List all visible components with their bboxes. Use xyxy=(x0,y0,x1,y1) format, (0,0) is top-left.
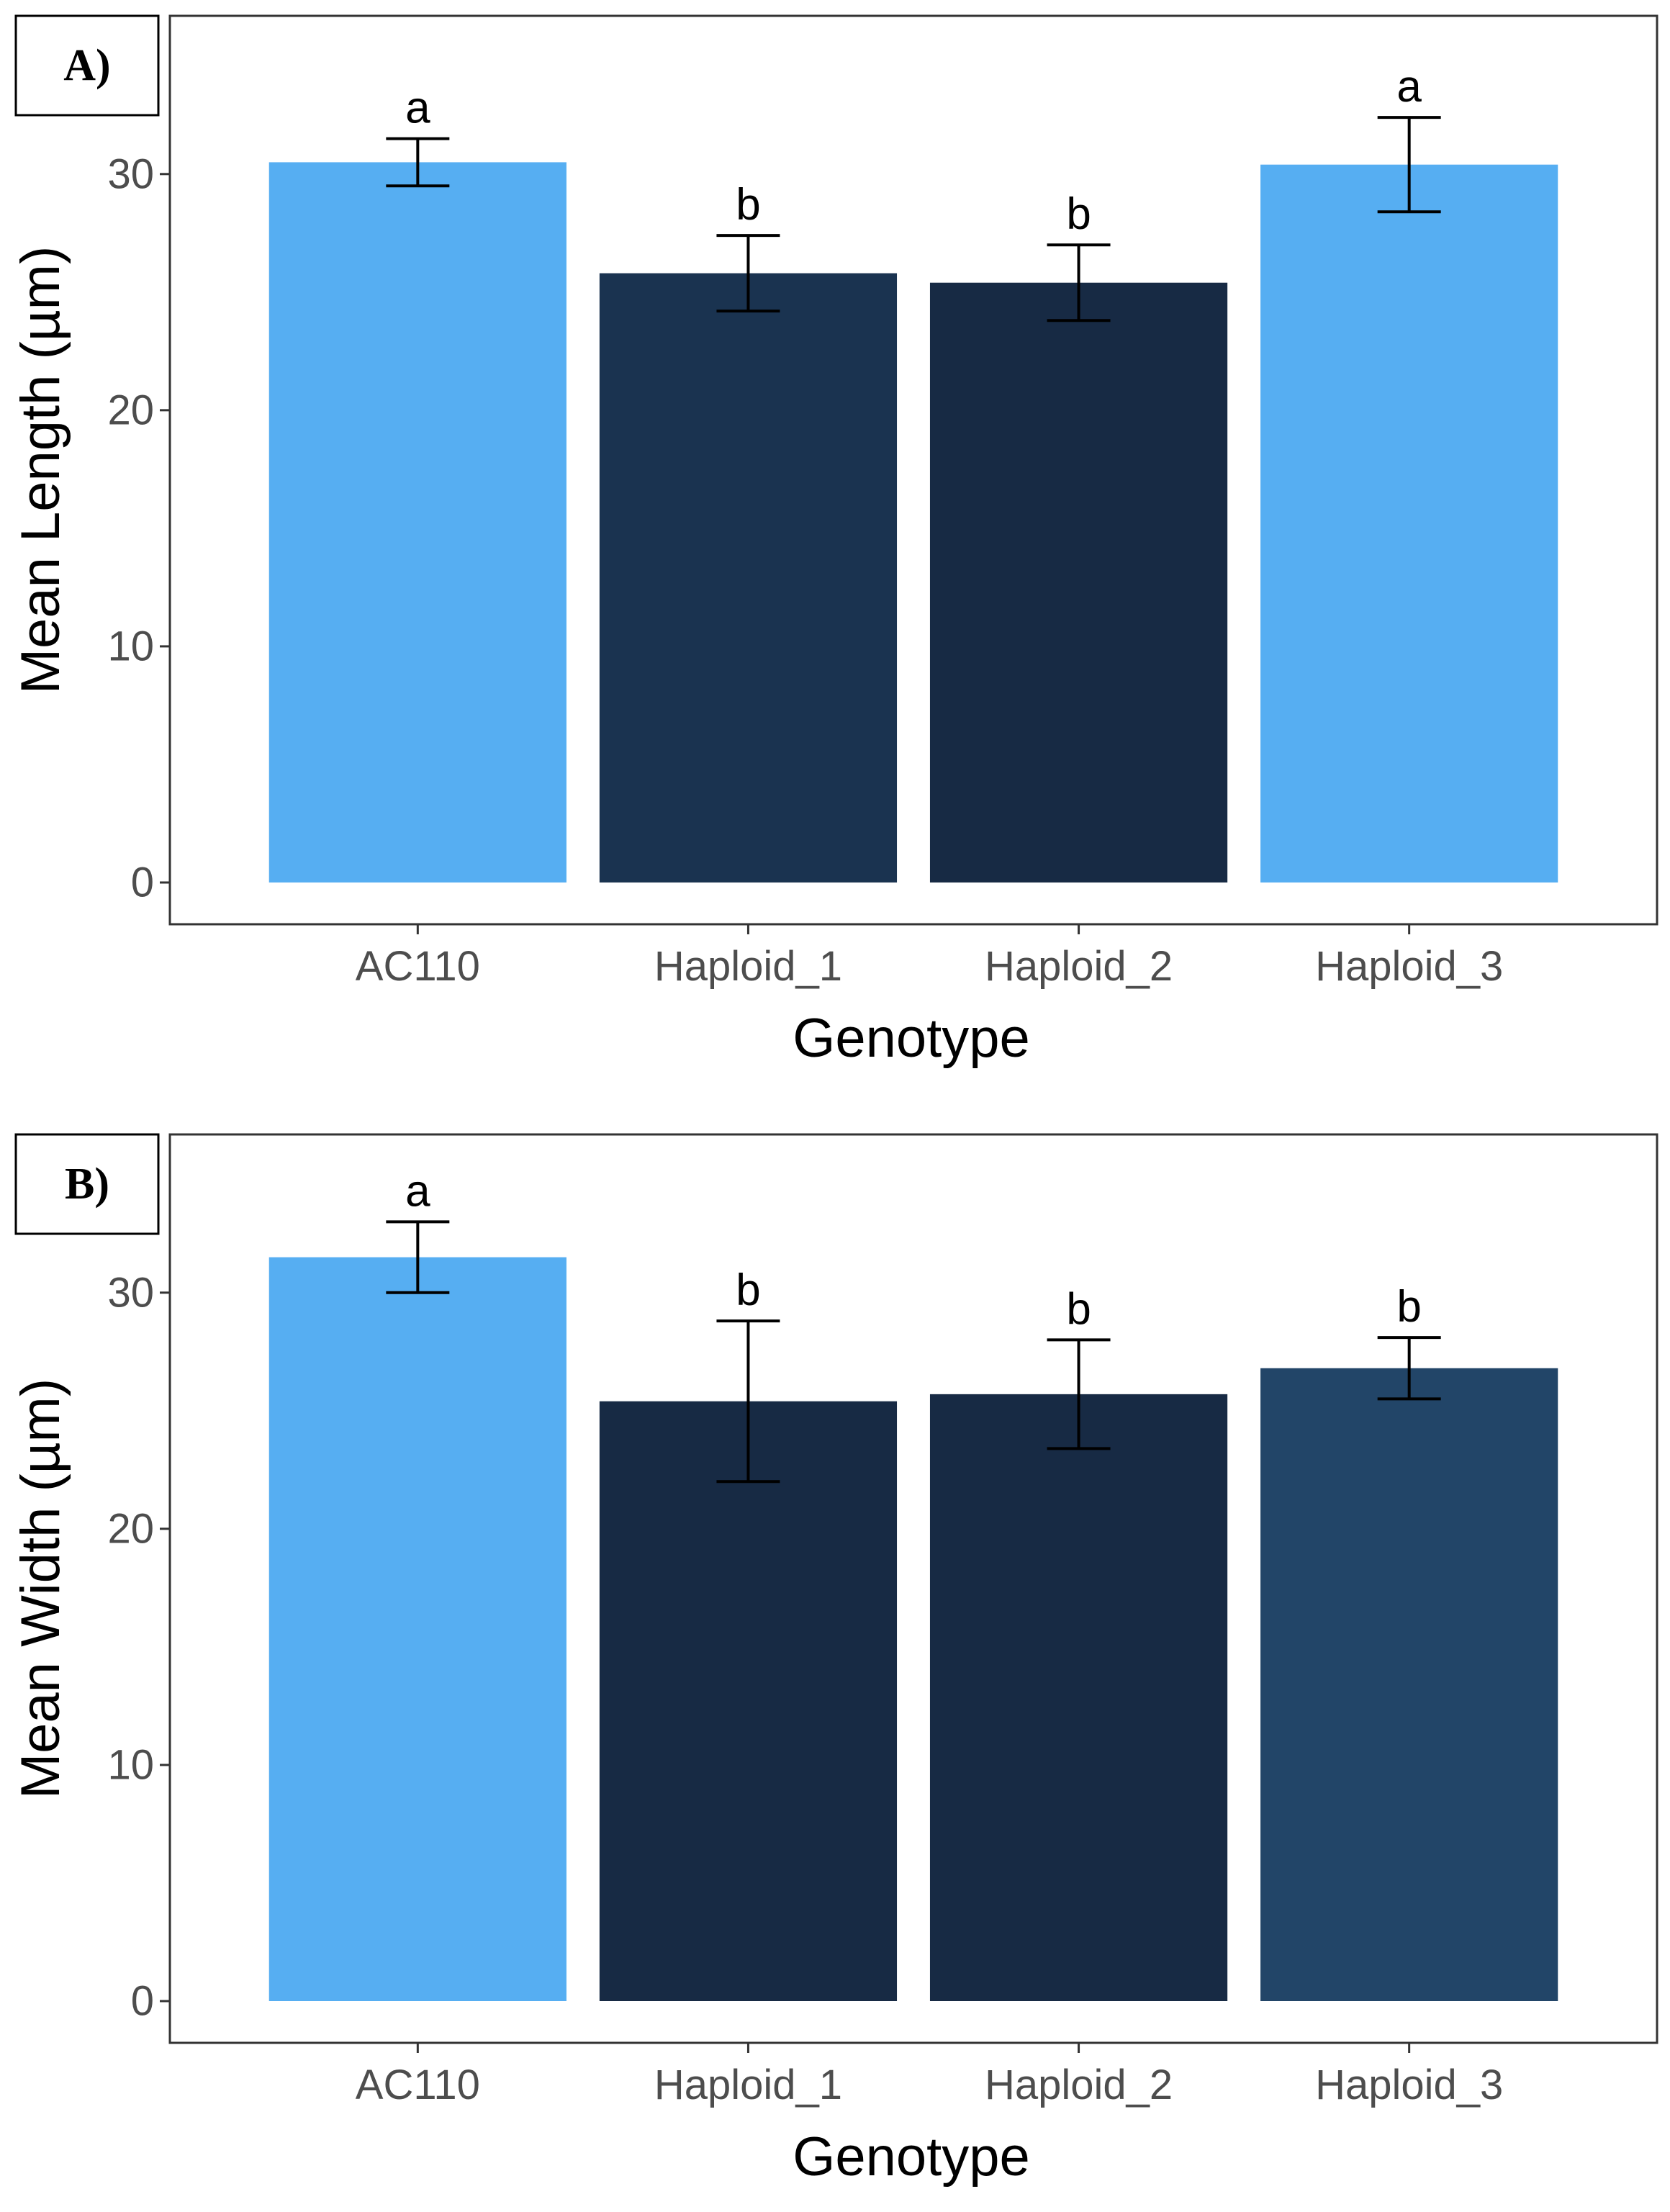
panel-a-y-tick-label: 30 xyxy=(107,150,154,197)
panel-a-bar-haploid-2 xyxy=(929,282,1228,883)
panel-b-bar-haploid-3 xyxy=(1260,1368,1558,2001)
panel-a-x-axis-title: Genotype xyxy=(793,1008,1030,1069)
panel-a-significance-label: b xyxy=(1066,189,1091,239)
panel-a-bar-haploid-3 xyxy=(1260,164,1558,882)
panel-a-x-tick-label: AC110 xyxy=(356,943,480,990)
panel-a-x-tick-label: Haploid_2 xyxy=(985,943,1173,990)
panel-b-tag-box xyxy=(14,1133,160,1235)
panel-a-y-tick-label: 20 xyxy=(107,387,154,433)
panel-a-x-tick-label: Haploid_1 xyxy=(654,943,842,990)
panel-a-bar-ac110 xyxy=(268,162,567,883)
panel-a-y-tick-label: 0 xyxy=(131,859,154,906)
panel-b-significance-label: a xyxy=(405,1166,430,1216)
panel-b-x-tick-label: AC110 xyxy=(356,2062,480,2108)
panel-b-tag: B) xyxy=(65,1160,109,1209)
panel-a-significance-label: a xyxy=(1396,62,1422,112)
panel-b: B) 0 10 20 30 a AC110 b Haploid_1 b Haploid_2 b Hap… xyxy=(10,1133,1658,2188)
panel-b-y-tick-label: 20 xyxy=(107,1505,154,1552)
panel-a-tag: A) xyxy=(63,41,110,90)
panel-a-y-tick-label: 10 xyxy=(107,623,154,669)
panel-a-tag-box xyxy=(14,14,160,117)
panel-b-x-tick-label: Haploid_3 xyxy=(1315,2062,1503,2108)
panel-b-significance-label: b xyxy=(1066,1284,1091,1334)
panel-a-significance-label: b xyxy=(736,180,760,230)
panel-b-y-axis-title: Mean Width (µm) xyxy=(10,1378,71,1799)
panel-b-bar-haploid-2 xyxy=(929,1394,1228,2001)
panel-b-x-tick-label: Haploid_2 xyxy=(985,2062,1173,2108)
panel-b-significance-label: b xyxy=(736,1265,760,1315)
panel-a-bar-haploid-1 xyxy=(599,273,898,882)
panel-b-bar-ac110 xyxy=(268,1257,567,2001)
panel-b-significance-label: b xyxy=(1396,1282,1421,1332)
panel-b-y-tick-label: 30 xyxy=(107,1269,154,1316)
panel-b-x-tick-label: Haploid_1 xyxy=(654,2062,842,2108)
panel-a-y-axis-title: Mean Length (µm) xyxy=(10,246,71,695)
panel-a: A) 0 10 20 30 a AC110 b Haploid_1 b Haploid_2 a Hap… xyxy=(10,14,1658,1069)
panel-b-bar-haploid-1 xyxy=(599,1401,898,2001)
panel-a-significance-label: a xyxy=(405,83,430,133)
panel-a-marks: 0 10 20 30 a AC110 b Haploid_1 b Haploid_2 a Haploi… xyxy=(107,62,1558,990)
panel-b-marks: 0 10 20 30 a AC110 b Haploid_1 b Haploid_2 b Haploi… xyxy=(107,1166,1558,2108)
panel-b-y-tick-label: 0 xyxy=(131,1978,154,2025)
panel-b-x-axis-title: Genotype xyxy=(793,2126,1030,2188)
panel-b-y-tick-label: 10 xyxy=(107,1741,154,1788)
panel-a-x-tick-label: Haploid_3 xyxy=(1315,943,1503,990)
